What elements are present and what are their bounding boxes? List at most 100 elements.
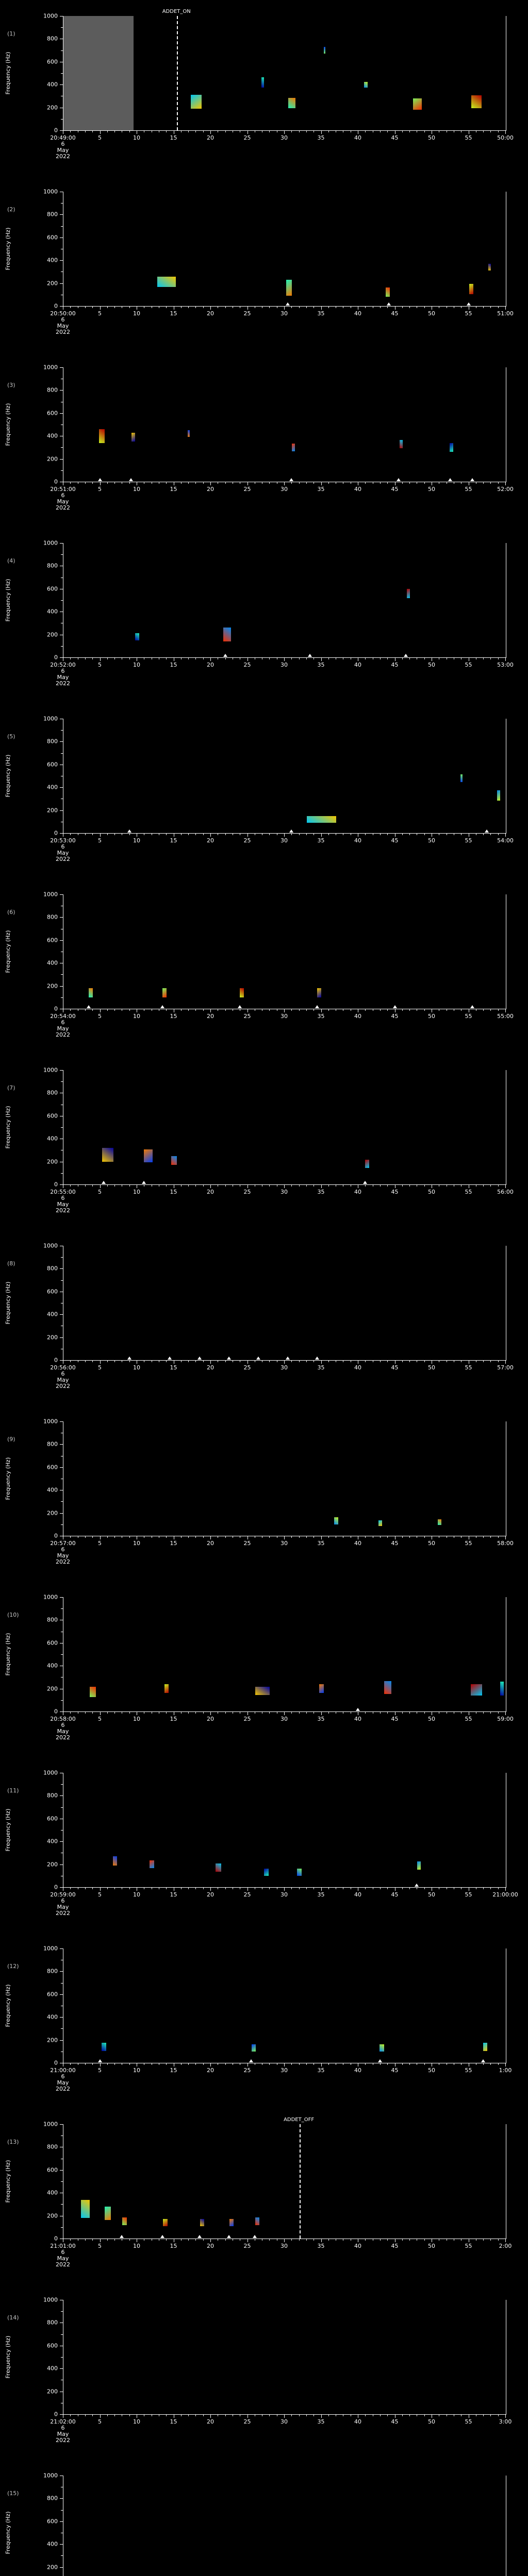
x-tick [505, 306, 506, 310]
x-tick-label: 55 [465, 2067, 472, 2074]
x-tick-minor [402, 1184, 403, 1187]
x-tick-label: 45 [391, 2418, 399, 2425]
detection-marker [403, 654, 408, 657]
x-axis-line [63, 130, 506, 131]
x-tick-minor [409, 306, 410, 308]
x-tick [284, 130, 285, 134]
x-tick-minor [402, 306, 403, 308]
x-tick-label: 55 [465, 662, 472, 668]
x-tick-label: 55 [465, 2418, 472, 2425]
detection-marker [466, 302, 471, 306]
x-tick-minor [70, 1009, 71, 1011]
x-tick-minor [129, 657, 130, 659]
detection-blob [162, 988, 167, 997]
x-tick-minor [180, 130, 182, 132]
y-tick-label: 400 [47, 784, 58, 791]
x-tick-minor [114, 1009, 116, 1011]
y-tick-minor [61, 1807, 63, 1808]
y-tick-label: 800 [47, 1440, 58, 1448]
x-tick-label: 54:00 [497, 837, 514, 844]
x-tick-minor [188, 2063, 189, 2065]
x-tick-label: 35 [317, 2067, 325, 2074]
detection-blob [239, 988, 244, 997]
detection-marker [289, 829, 294, 833]
x-axis-date-label: 6 May 2022 [56, 1019, 70, 1038]
x-tick-minor [483, 833, 484, 835]
y-tick-minor [61, 1280, 63, 1281]
x-tick [284, 1536, 285, 1539]
x-tick-minor [166, 657, 167, 659]
detection-blob [122, 2217, 127, 2226]
x-tick-label: 57:00 [497, 1364, 514, 1371]
x-tick-label: 20 [207, 134, 214, 141]
y-axis: 0 200 400 600 800 1000 [0, 1067, 63, 1188]
x-tick-label: 45 [391, 1364, 399, 1371]
x-tick-minor [107, 306, 108, 308]
x-tick-minor [114, 482, 116, 484]
x-tick-label: 35 [317, 134, 325, 141]
panel-index-label: (7) [7, 1084, 15, 1091]
y-tick [60, 1268, 63, 1269]
x-axis-date-label: 6 May 2022 [56, 316, 70, 335]
detection-blob [471, 95, 482, 108]
x-tick-minor [85, 1711, 86, 1714]
x-tick-minor [188, 130, 189, 132]
x-tick-minor [269, 130, 270, 132]
y-axis: 0 200 400 600 800 1000 [0, 1418, 63, 1539]
x-tick-minor [129, 306, 130, 308]
detection-marker [315, 1357, 320, 1360]
y-tick [60, 741, 63, 742]
detection-blob [365, 1160, 370, 1168]
x-tick-minor [180, 657, 182, 659]
x-tick-label: 45 [391, 134, 399, 141]
x-tick-label: 30 [280, 2243, 288, 2249]
x-axis-line [63, 657, 506, 658]
x-tick-label: 35 [317, 310, 325, 317]
detection-marker [168, 1357, 172, 1360]
x-tick [321, 1711, 322, 1715]
x-tick-minor [129, 130, 130, 132]
y-axis: 0 200 400 600 800 1000 [0, 1946, 63, 2066]
detection-blob [471, 1684, 482, 1696]
detection-blob [500, 1682, 504, 1696]
detection-marker [256, 1357, 260, 1360]
x-axis-date-label: 6 May 2022 [56, 1897, 70, 1917]
x-tick-label: 55:00 [497, 1013, 514, 1020]
x-tick [210, 1009, 211, 1012]
y-tick [60, 2124, 63, 2125]
x-tick-minor [188, 482, 189, 484]
x-axis: 20:51:00 5 10 15 20 25 30 35 40 45 50 55 52:00 6 May 20… [50, 478, 514, 513]
y-tick-minor [61, 2311, 63, 2312]
x-tick [505, 1536, 506, 1539]
detection-blob [251, 2044, 256, 2052]
y-tick-label: 0 [54, 478, 58, 485]
y-tick-label: 400 [47, 1135, 58, 1142]
x-tick-minor [166, 1887, 167, 1889]
x-tick-label: 5 [98, 1364, 102, 1371]
y-tick-label: 1000 [43, 1418, 58, 1425]
x-tick-minor [70, 1360, 71, 1362]
x-tick [100, 833, 101, 837]
detection-marker [223, 654, 227, 657]
x-tick-label: 20 [207, 1364, 214, 1371]
x-tick-minor [203, 130, 204, 132]
detection-blob [255, 2217, 260, 2226]
x-tick-label: 10 [133, 662, 140, 668]
detection-blob [317, 988, 322, 997]
x-tick-minor [225, 1184, 226, 1187]
x-tick-minor [114, 1887, 116, 1889]
x-tick-label: 20 [207, 662, 214, 668]
y-tick-minor [61, 1524, 63, 1525]
spectrogram-plot-area [63, 2476, 506, 2576]
x-tick-minor [387, 2414, 388, 2416]
x-tick-label: 40 [354, 2067, 361, 2074]
x-tick-minor [306, 657, 307, 659]
x-tick-minor [225, 1711, 226, 1714]
spectrogram-panel: 0 200 400 600 800 1000 Frequency (Hz) (3) 20:51:… [0, 353, 528, 529]
x-tick [505, 130, 506, 134]
y-tick-label: 800 [47, 1089, 58, 1096]
x-tick-label: 55 [465, 1540, 472, 1547]
masked-region [63, 16, 134, 130]
y-tick-label: 400 [47, 608, 58, 615]
